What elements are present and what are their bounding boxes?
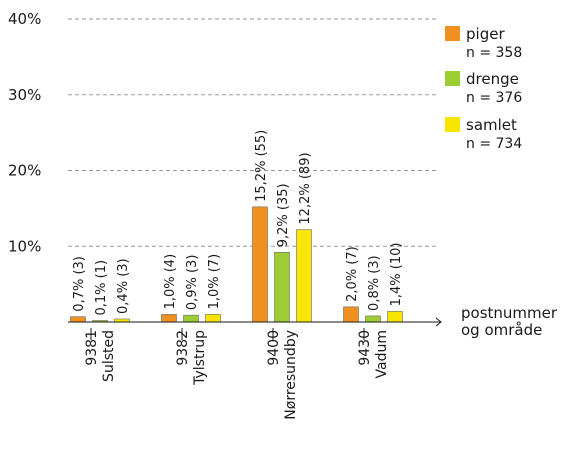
data-label: 12,2% (89) [298, 152, 313, 224]
bar-drenge-9400 [274, 252, 290, 323]
legend-label: piger [466, 25, 505, 43]
bar-samlet-9382 [205, 314, 221, 323]
bar-drenge-9382 [183, 314, 199, 323]
x-axis: postnummer og område [68, 304, 558, 339]
x-axis-title-line2: og område [461, 321, 542, 339]
legend-n: n = 734 [466, 136, 522, 152]
bar-samlet-9400 [296, 229, 312, 323]
y-axis-ticks: 10% 20% 30% 40% [8, 10, 41, 255]
bar-piger-9430 [343, 306, 359, 323]
data-label: 1,4% (10) [389, 243, 404, 307]
legend-n: n = 358 [466, 45, 522, 61]
category-name: Vadum [374, 330, 390, 378]
category-name: Tylstrup [192, 330, 208, 386]
x-axis-title-line1: postnummer [461, 304, 558, 322]
data-label: 9,2% (35) [276, 183, 291, 247]
data-label: 2,0% (7) [345, 246, 360, 302]
bars [70, 206, 403, 323]
legend-swatch-samlet [445, 117, 460, 132]
category-name: Sulsted [101, 330, 117, 382]
data-label: 0,9% (3) [185, 255, 200, 311]
category-code: 9430 [357, 330, 373, 366]
y-tick-label: 40% [8, 10, 41, 28]
legend: piger n = 358 drenge n = 376 samlet n = 734 [445, 25, 522, 152]
y-tick-label: 20% [8, 162, 41, 180]
category-labels: 9381 Sulsted 9382 Tylstrup 9400 Nørresundby 94… [84, 328, 390, 420]
data-label: 0,1% (1) [94, 260, 109, 316]
data-labels: 0,7% (3) 0,1% (1) 0,4% (3) 1,0% (4) 0,9% (3)… [72, 130, 404, 316]
x-axis-arrowhead [435, 317, 442, 327]
y-tick-label: 10% [8, 237, 41, 255]
data-label: 0,8% (3) [367, 255, 382, 311]
legend-swatch-drenge [445, 71, 460, 86]
category-code: 9382 [175, 330, 191, 366]
data-label: 1,0% (7) [207, 254, 222, 310]
legend-n: n = 376 [466, 90, 522, 106]
legend-label: drenge [466, 70, 519, 88]
data-label: 0,7% (3) [72, 256, 87, 312]
legend-swatch-piger [445, 26, 460, 41]
bar-piger-9381 [70, 316, 86, 323]
data-label: 1,0% (4) [163, 254, 178, 310]
bar-piger-9382 [161, 314, 177, 323]
bar-samlet-9430 [387, 311, 403, 323]
bar-drenge-9430 [365, 315, 381, 323]
y-tick-label: 30% [8, 86, 41, 104]
category-name: Nørresundby [283, 330, 299, 420]
category-code: 9381 [84, 330, 100, 366]
category-code: 9400 [266, 330, 282, 366]
bar-piger-9400 [252, 206, 268, 323]
legend-label: samlet [466, 116, 517, 134]
data-label: 15,2% (55) [254, 130, 269, 202]
data-label: 0,4% (3) [116, 258, 131, 314]
